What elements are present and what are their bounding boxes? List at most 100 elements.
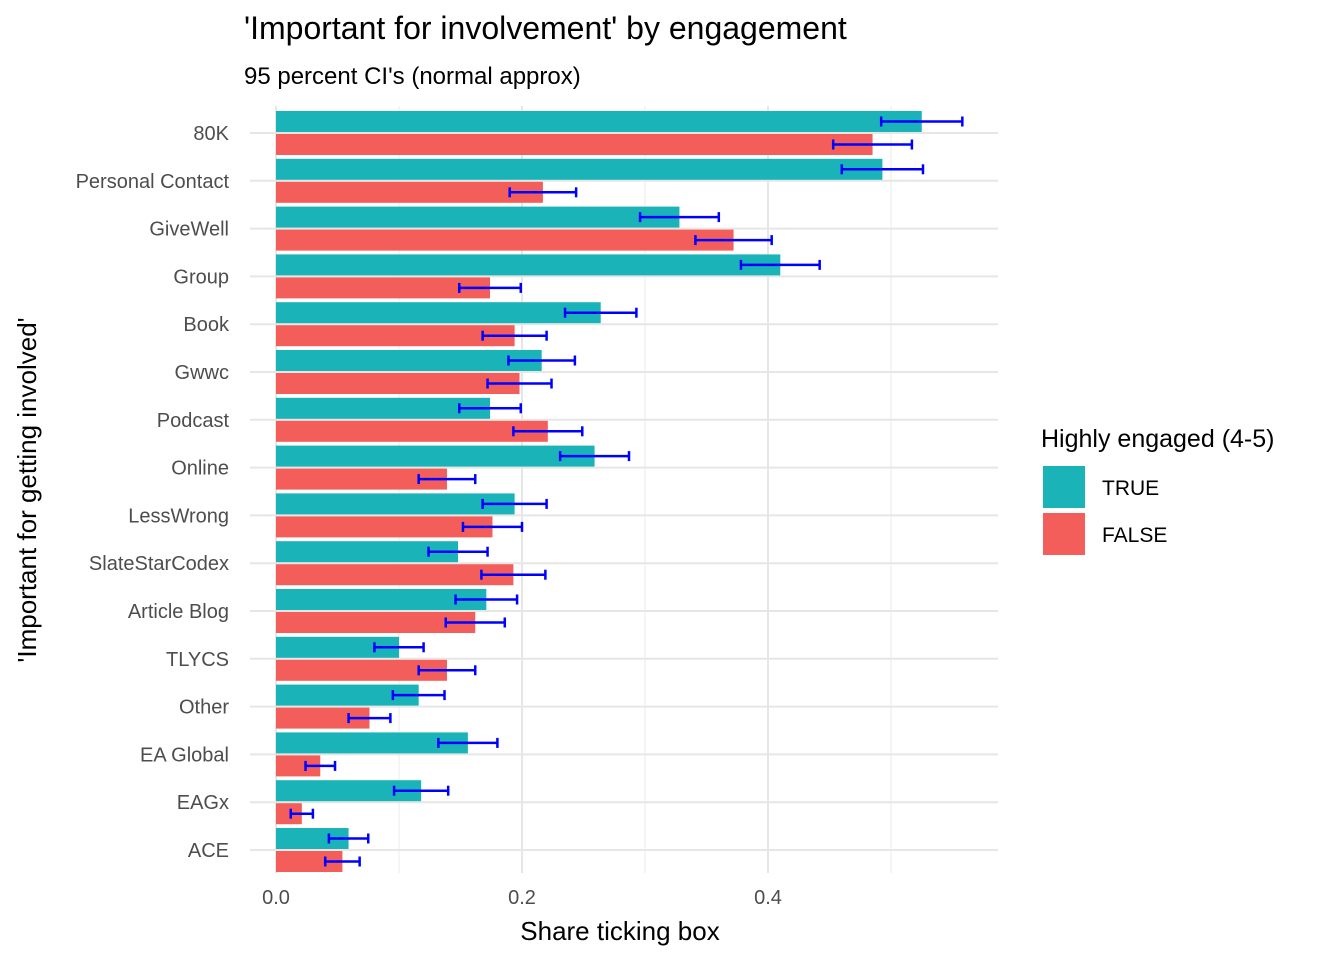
legend-label-false: FALSE: [1102, 524, 1167, 547]
bar-true: [276, 589, 487, 610]
y-tick-label: Online: [171, 458, 229, 480]
error-bar-false: [461, 521, 524, 532]
bar-true: [276, 350, 542, 371]
bar-false: [276, 612, 476, 633]
y-tick-label: 80K: [193, 123, 229, 145]
error-bar-false: [417, 474, 477, 485]
bar-true: [276, 302, 601, 324]
y-tick-label: Personal Contact: [76, 171, 230, 193]
legend: Highly engaged (4-5) TRUE FALSE: [1041, 425, 1274, 555]
error-bar-true: [638, 212, 721, 223]
bar-false: [276, 803, 302, 825]
bar-true: [276, 732, 468, 754]
error-bar-false: [512, 426, 584, 437]
error-bar-false: [481, 330, 548, 341]
bar-false: [276, 277, 491, 299]
error-bar-false: [508, 187, 578, 198]
error-bar-true: [563, 307, 638, 318]
bar-false: [276, 707, 370, 729]
error-bar-false: [323, 856, 361, 867]
bar-false: [276, 851, 343, 872]
x-tick-label: 0.0: [262, 887, 290, 909]
bar-false: [276, 229, 734, 251]
bar-false: [276, 468, 447, 490]
x-tick-label: 0.4: [754, 887, 782, 909]
error-bar-false: [289, 808, 315, 819]
y-tick-label: Podcast: [157, 410, 230, 432]
error-bar-true: [879, 116, 964, 127]
legend-swatch-false: [1043, 513, 1085, 555]
bar-true: [276, 780, 422, 802]
y-tick-label: Book: [183, 314, 230, 336]
y-tick-label: Group: [173, 266, 229, 288]
error-bar-true: [481, 498, 548, 509]
error-bar-true: [840, 164, 925, 175]
y-tick-label: EA Global: [140, 744, 229, 766]
y-tick-label: TLYCS: [166, 649, 229, 671]
bar-true: [276, 158, 883, 180]
error-bar-false: [694, 235, 773, 246]
grid-layer: [250, 106, 998, 873]
bar-false: [276, 564, 514, 586]
error-bar-false: [417, 665, 477, 676]
y-tick-label: SlateStarCodex: [89, 553, 229, 575]
y-tick-label: Gwwc: [175, 362, 229, 384]
chart-title: 'Important for involvement' by engagemen…: [244, 10, 847, 46]
y-tick-label: Article Blog: [128, 601, 229, 623]
y-tick-labels: 80K Personal Contact GiveWell Group Book Gwwc…: [76, 123, 230, 862]
bar-true: [276, 636, 399, 658]
error-bar-false: [458, 282, 523, 293]
bar-false: [276, 134, 873, 155]
bar-true: [276, 397, 491, 419]
error-bar-false: [480, 569, 547, 580]
y-tick-label: LessWrong: [128, 505, 229, 527]
legend-swatch-true: [1043, 466, 1085, 508]
bar-true: [276, 206, 680, 228]
error-bar-true: [507, 355, 577, 366]
bar-false: [276, 325, 515, 347]
error-bar-true: [427, 546, 489, 557]
legend-items: TRUE FALSE: [1043, 466, 1167, 555]
y-tick-label: GiveWell: [149, 219, 229, 241]
error-bar-true: [454, 594, 519, 605]
error-bar-true: [458, 403, 523, 414]
error-bar-true: [739, 259, 821, 270]
bar-false: [276, 516, 493, 538]
x-tick-labels: 0.0 0.2 0.4: [262, 887, 782, 909]
bar-true: [276, 254, 781, 276]
error-bar-true: [373, 642, 425, 653]
bar-true: [276, 541, 459, 563]
legend-title: Highly engaged (4-5): [1041, 425, 1274, 453]
bar-false: [276, 373, 520, 394]
error-bar-true: [391, 690, 446, 701]
bar-true: [276, 828, 349, 849]
error-bar-true: [437, 737, 499, 748]
bar-false: [276, 420, 548, 442]
error-bar-false: [347, 713, 392, 724]
error-bar-false: [444, 617, 507, 628]
y-tick-label: EAGx: [177, 792, 229, 814]
errorbar-layer: [289, 116, 964, 867]
y-axis-title: 'Important for getting involved': [12, 317, 42, 662]
y-tick-label: ACE: [188, 840, 229, 862]
error-bar-false: [304, 760, 337, 771]
legend-label-true: TRUE: [1102, 477, 1159, 500]
x-axis-title: Share ticking box: [520, 916, 719, 946]
bar-true: [276, 111, 922, 132]
bar-false: [276, 755, 321, 777]
bar-layer: [276, 111, 922, 872]
x-tick-label: 0.2: [508, 887, 536, 909]
error-bar-false: [486, 378, 553, 389]
bar-false: [276, 181, 543, 203]
error-bar-true: [558, 451, 631, 462]
y-tick-label: Other: [179, 697, 229, 719]
bar-true: [276, 493, 515, 515]
error-bar-false: [831, 139, 914, 150]
bar-true: [276, 684, 419, 706]
error-bar-true: [327, 833, 370, 844]
bar-false: [276, 659, 447, 681]
error-bar-true: [392, 785, 450, 796]
bar-true: [276, 445, 595, 467]
